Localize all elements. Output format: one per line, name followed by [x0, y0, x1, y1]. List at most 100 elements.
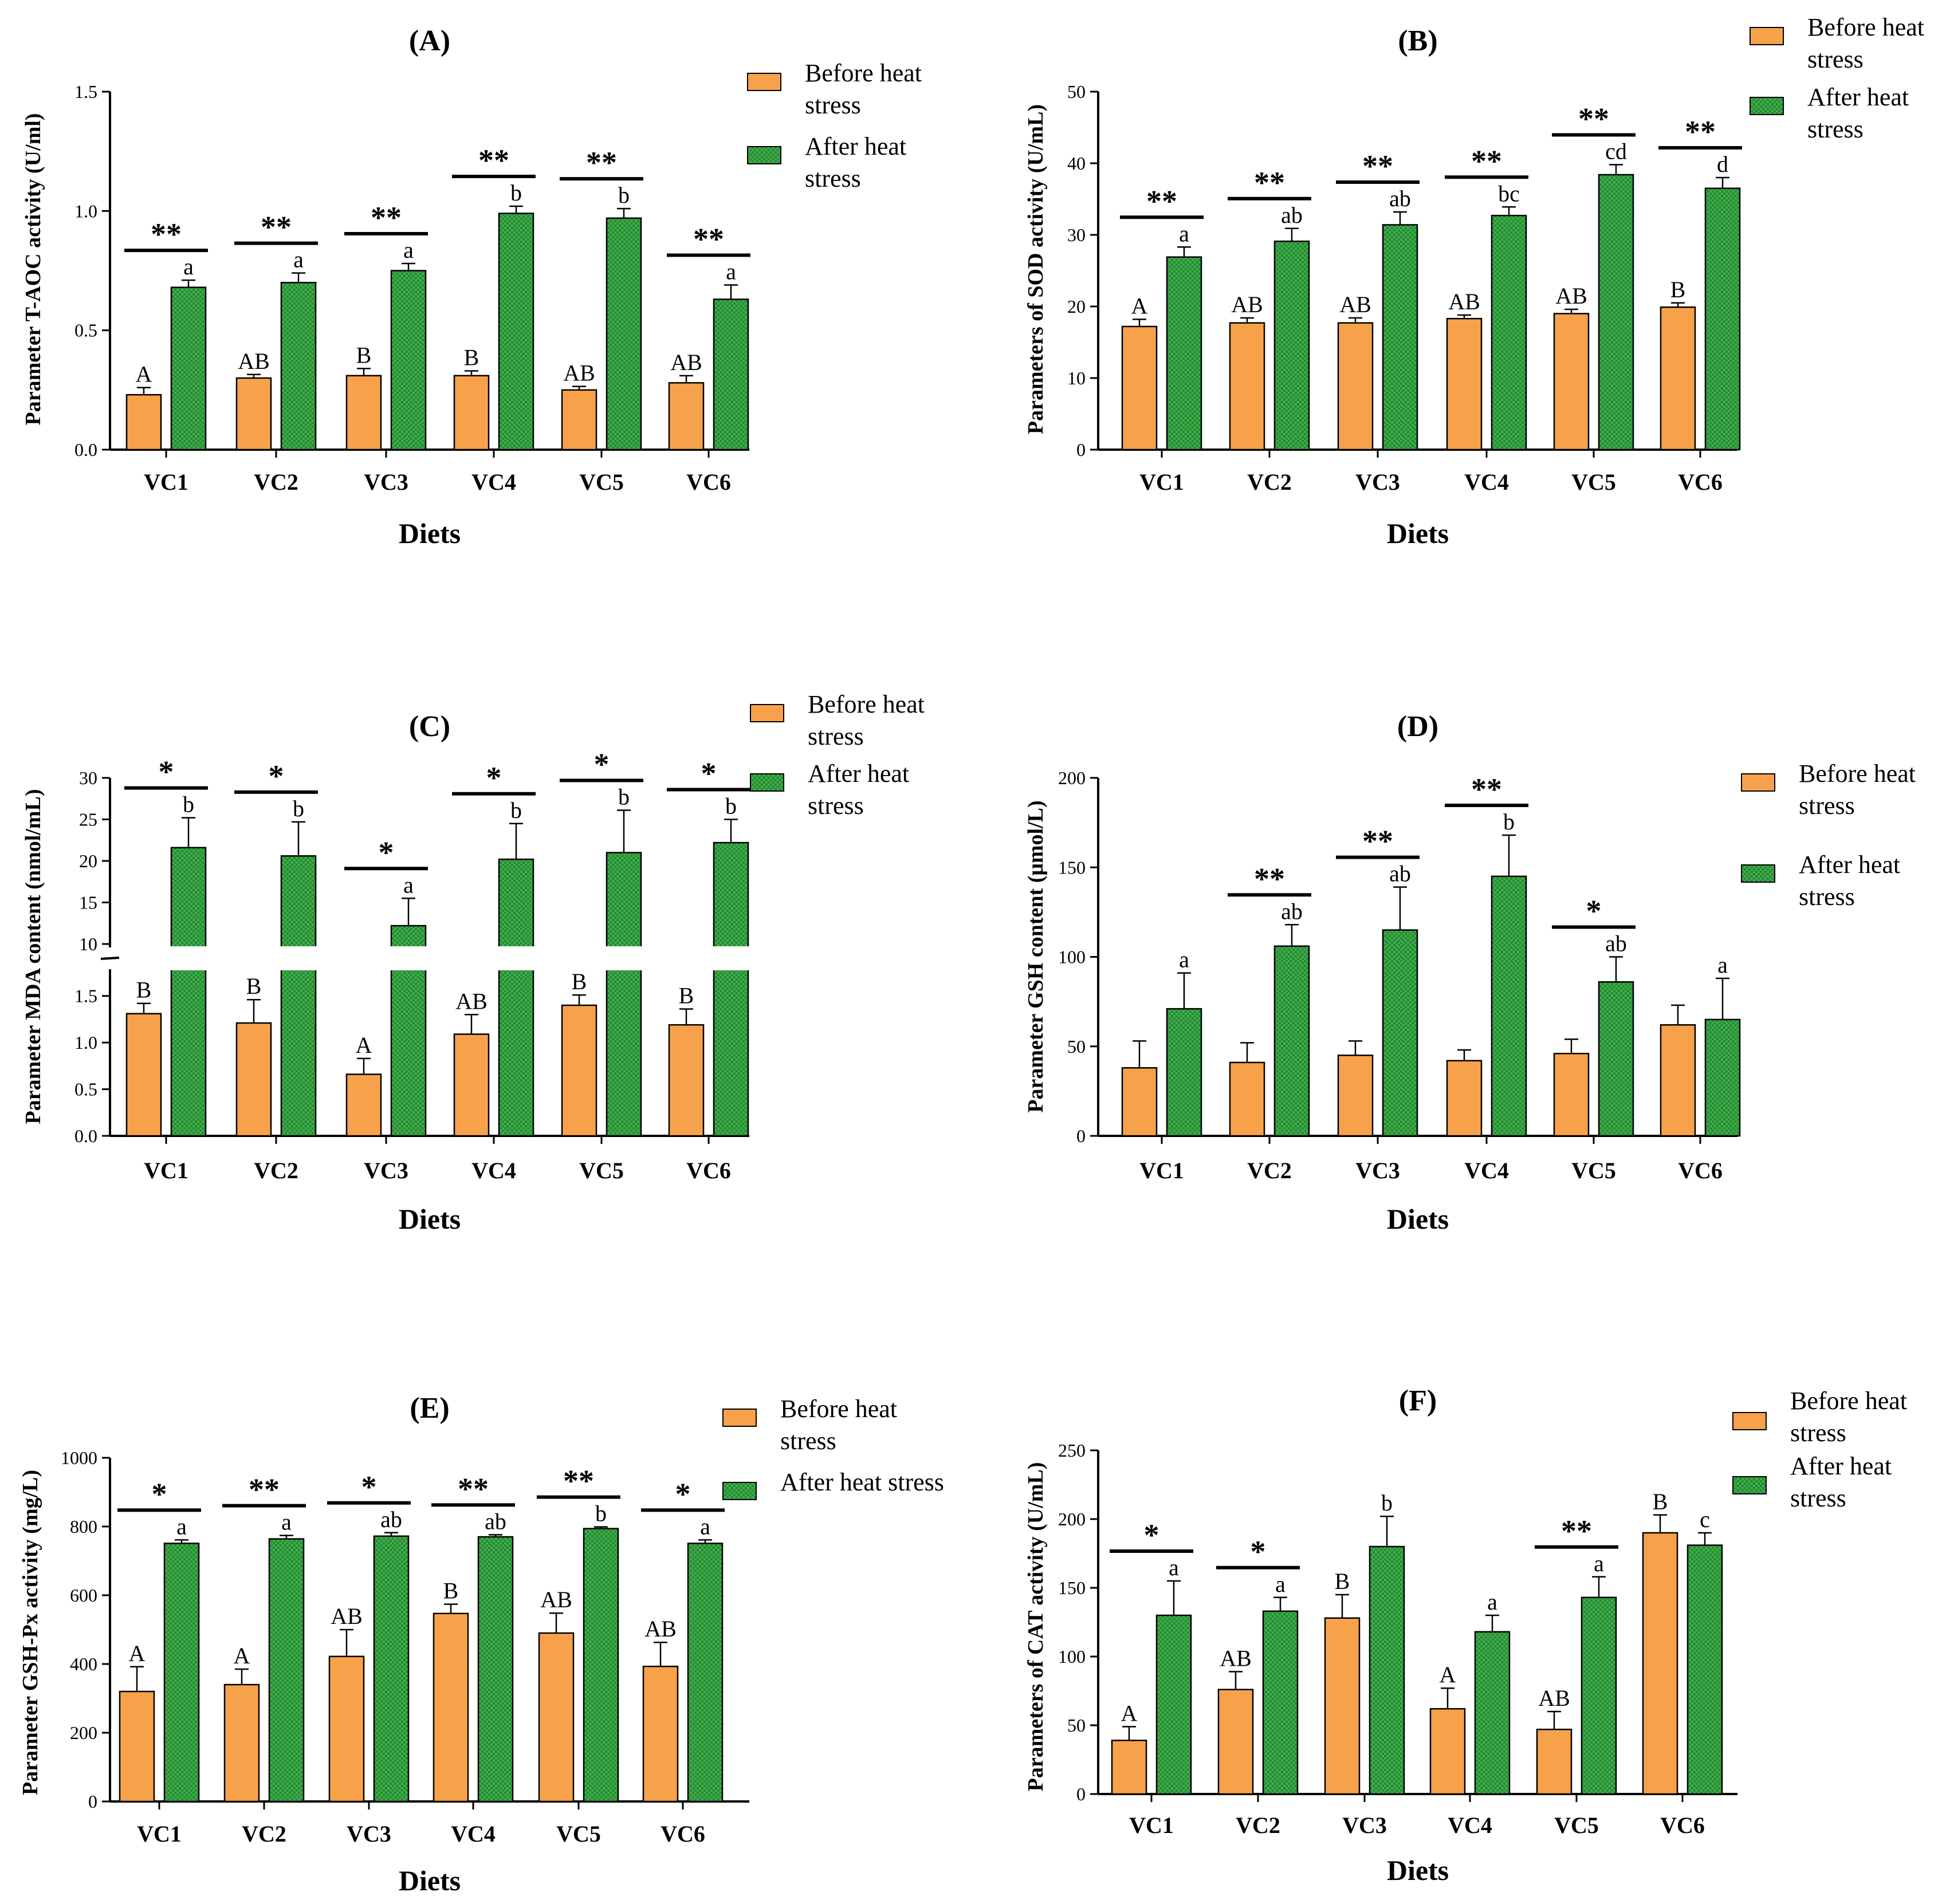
legend-line: stress	[1807, 45, 1864, 73]
x-tick-label: VC3	[1342, 1812, 1387, 1838]
significance-star: *	[675, 1477, 691, 1511]
x-tick-label: VC2	[1247, 469, 1292, 495]
bar-before-vc6	[1660, 1024, 1696, 1137]
legend-line: Before heat	[1807, 13, 1924, 41]
x-tick-label: VC5	[579, 469, 624, 495]
x-tick-label: VC2	[1247, 1158, 1292, 1183]
panel-title: (C)	[409, 710, 450, 743]
legend: Before heat stress After heat stress	[1732, 1387, 1907, 1512]
significance-star: *	[1251, 1535, 1266, 1569]
x-tick-label: VC6	[661, 1821, 705, 1847]
bar-before-vc5	[561, 1004, 597, 1137]
y-tick-label: 1.0	[74, 1032, 97, 1053]
significance-letter: a	[1169, 1555, 1179, 1580]
significance-letter: A	[1131, 293, 1148, 319]
significance-letter: a	[403, 237, 414, 263]
significance-letter: B	[136, 977, 152, 1003]
bar-after-vc5	[1598, 981, 1634, 1137]
axis-break-gap	[712, 946, 750, 970]
x-tick-label: VC3	[1355, 1158, 1400, 1183]
y-axis-label: Parameter T-AOC activity (U/ml)	[21, 113, 45, 426]
bar-after-vc1	[1166, 256, 1202, 451]
significance-star: *	[361, 1470, 377, 1504]
x-axis-label: Diets	[399, 517, 461, 549]
legend-swatch-before	[747, 73, 781, 91]
legend: Before heat stress After heat stress	[747, 59, 922, 192]
y-tick-label: 20	[1067, 296, 1086, 317]
y-tick-label: 1.5	[74, 986, 97, 1006]
x-tick-label: VC3	[364, 469, 408, 495]
y-tick-label: 250	[1058, 1440, 1086, 1461]
legend-line: stress	[805, 164, 861, 192]
legend-swatch-after	[747, 146, 781, 164]
legend-line: stress	[808, 792, 864, 820]
bar-before-vc6	[668, 1024, 705, 1137]
bar-after-vc3	[390, 270, 427, 451]
x-tick-label: VC6	[1660, 1812, 1705, 1838]
significance-letter: ab	[380, 1506, 402, 1532]
significance-letter: a	[403, 872, 414, 898]
significance-letter: AB	[1339, 292, 1371, 317]
x-tick-label: VC4	[1464, 469, 1509, 495]
y-tick-label: 100	[1058, 1646, 1086, 1667]
bar-after-vc4	[1491, 875, 1527, 1137]
x-tick-label: VC2	[254, 469, 298, 495]
legend-swatch-before	[1750, 27, 1784, 45]
significance-letter: B	[356, 342, 372, 368]
significance-star: **	[249, 1473, 280, 1507]
significance-letter: AB	[1220, 1645, 1252, 1671]
bar-before-vc6	[642, 1665, 679, 1803]
y-tick-label: 30	[79, 768, 97, 788]
bar-after-vc3	[1369, 1545, 1405, 1795]
bar-before-vc3	[1337, 1055, 1374, 1137]
axis-break-gap	[280, 946, 317, 970]
legend-label-before: Before heat stress	[780, 1395, 897, 1455]
significance-letter: AB	[331, 1603, 363, 1629]
legend-label-before: Before heat stress	[1790, 1387, 1907, 1447]
x-tick-label: VC1	[1139, 469, 1184, 495]
significance-letter: A	[1121, 1700, 1138, 1726]
significance-letter: B	[1670, 277, 1686, 302]
y-tick-label: 0.0	[74, 439, 97, 460]
x-tick-label: VC2	[1236, 1812, 1280, 1838]
significance-star: **	[151, 217, 182, 251]
significance-letter: B	[572, 969, 587, 994]
significance-letter: ab	[1389, 861, 1411, 887]
significance-letter: AB	[644, 1616, 677, 1642]
legend-swatch-after	[722, 1482, 757, 1500]
x-tick-label: VC1	[144, 1158, 188, 1183]
legend-label-before: Before heat stress	[1799, 760, 1916, 820]
significance-letter: a	[1487, 1589, 1497, 1615]
legend-label-before: Before heat stress	[808, 690, 925, 750]
legend-swatch-before	[722, 1409, 757, 1427]
significance-letter: A	[234, 1643, 250, 1669]
x-tick-label: VC2	[242, 1821, 286, 1847]
x-tick-label: VC1	[137, 1821, 182, 1847]
legend-swatch-after	[1741, 864, 1775, 883]
legend-line: After heat	[1799, 851, 1900, 879]
significance-letter: b	[595, 1501, 607, 1527]
significance-letter: a	[176, 1513, 187, 1539]
bar-after-vc2	[268, 1538, 305, 1803]
panel-title: (B)	[1398, 25, 1437, 57]
y-tick-label: 0	[1076, 439, 1086, 460]
x-tick-label: VC5	[1571, 1158, 1616, 1183]
significance-letter: B	[246, 973, 262, 999]
bar-before-vc4	[453, 375, 490, 451]
significance-letter: AB	[1555, 283, 1587, 309]
x-axis-label: Diets	[1387, 517, 1449, 549]
significance-star: **	[1254, 166, 1285, 200]
significance-star: **	[261, 210, 292, 245]
significance-star: **	[1362, 824, 1393, 859]
x-tick-label: VC4	[471, 469, 516, 495]
significance-letter: a	[1594, 1551, 1604, 1576]
legend-line: After heat	[1790, 1452, 1892, 1480]
legend-label-before: Before heat stress	[1807, 13, 1924, 73]
significance-letter: b	[510, 797, 522, 823]
legend-swatch-after	[750, 773, 784, 792]
significance-letter: b	[183, 792, 194, 817]
significance-star: *	[486, 761, 502, 795]
y-tick-label: 20	[79, 851, 97, 871]
bar-before-vc4	[453, 1033, 490, 1137]
significance-star: *	[594, 748, 610, 782]
